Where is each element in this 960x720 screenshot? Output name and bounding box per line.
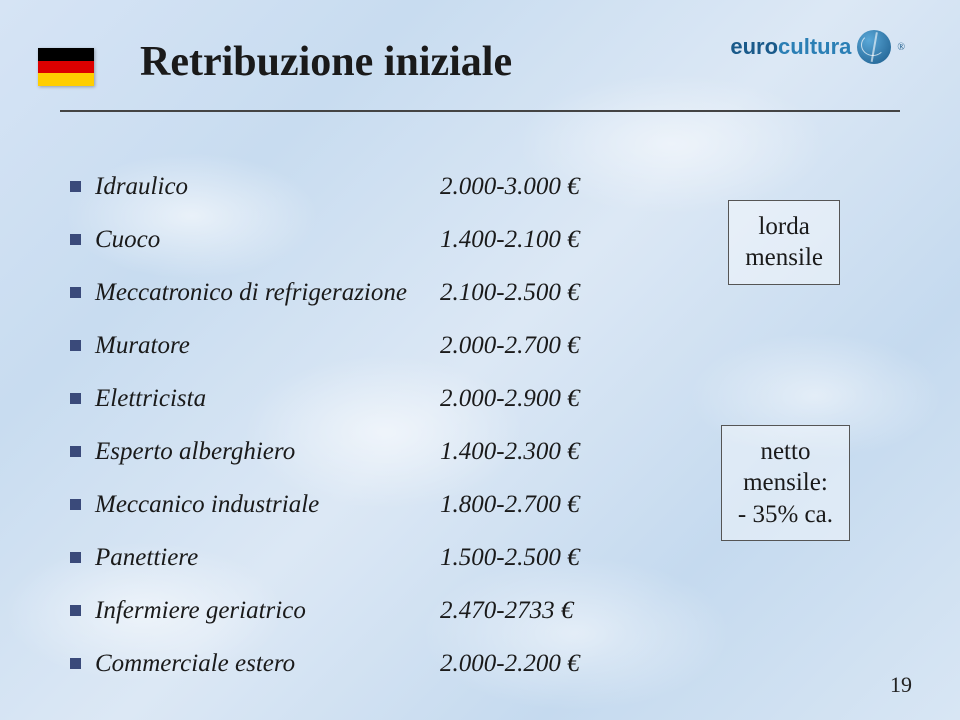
list-item: Idraulico: [70, 160, 440, 213]
job-value: 2.000-3.000 €: [440, 173, 580, 201]
gross-note-box: lorda mensile: [728, 200, 840, 285]
job-label: Cuoco: [95, 226, 160, 254]
list-item: Meccatronico di refrigerazione: [70, 266, 440, 319]
bullet-icon: [70, 181, 81, 192]
list-item: Commerciale estero: [70, 637, 440, 690]
bullet-icon: [70, 658, 81, 669]
value-item: 2.470-2733 €: [440, 584, 640, 637]
list-item: Cuoco: [70, 213, 440, 266]
globe-icon: [857, 30, 891, 64]
job-label: Muratore: [95, 332, 190, 360]
job-label: Esperto alberghiero: [95, 438, 295, 466]
logo-text: eurocultura: [730, 34, 851, 60]
bullet-icon: [70, 499, 81, 510]
eurocultura-logo: eurocultura ®: [730, 30, 905, 64]
job-value: 1.800-2.700 €: [440, 491, 580, 519]
content-area: Idraulico Cuoco Meccatronico di refriger…: [70, 160, 900, 660]
list-item: Meccanico industriale: [70, 478, 440, 531]
job-label: Meccatronico di refrigerazione: [95, 279, 407, 307]
value-item: 2.000-3.000 €: [440, 160, 640, 213]
list-item: Esperto alberghiero: [70, 425, 440, 478]
bullet-icon: [70, 605, 81, 616]
bullet-icon: [70, 287, 81, 298]
job-value: 2.000-2.900 €: [440, 385, 580, 413]
job-label: Infermiere geriatrico: [95, 597, 306, 625]
value-item: 1.500-2.500 €: [440, 531, 640, 584]
value-item: 2.000-2.700 €: [440, 319, 640, 372]
value-item: 2.000-2.900 €: [440, 372, 640, 425]
title-underline: [60, 110, 900, 112]
job-label: Meccanico industriale: [95, 491, 319, 519]
value-item: 2.100-2.500 €: [440, 266, 640, 319]
value-item: 1.800-2.700 €: [440, 478, 640, 531]
page-title: Retribuzione iniziale: [140, 38, 512, 86]
bullet-icon: [70, 393, 81, 404]
job-label: Idraulico: [95, 173, 188, 201]
value-item: 1.400-2.100 €: [440, 213, 640, 266]
registered-mark: ®: [897, 42, 905, 53]
job-value: 1.400-2.300 €: [440, 438, 580, 466]
job-label: Elettricista: [95, 385, 206, 413]
value-item: 1.400-2.300 €: [440, 425, 640, 478]
bullet-icon: [70, 234, 81, 245]
page-number: 19: [890, 672, 912, 698]
list-item: Muratore: [70, 319, 440, 372]
value-item: 2.000-2.200 €: [440, 637, 640, 690]
job-label: Commerciale estero: [95, 650, 295, 678]
job-label: Panettiere: [95, 544, 198, 572]
net-note-box: netto mensile: - 35% ca.: [721, 425, 850, 541]
german-flag-icon: [38, 48, 94, 86]
job-value: 1.500-2.500 €: [440, 544, 580, 572]
job-value: 2.000-2.200 €: [440, 650, 580, 678]
list-item: Panettiere: [70, 531, 440, 584]
job-value: 2.470-2733 €: [440, 597, 573, 625]
job-value: 1.400-2.100 €: [440, 226, 580, 254]
bullet-icon: [70, 552, 81, 563]
bullet-icon: [70, 340, 81, 351]
jobs-column: Idraulico Cuoco Meccatronico di refriger…: [70, 160, 440, 660]
list-item: Infermiere geriatrico: [70, 584, 440, 637]
notes-column: lorda mensile netto mensile: - 35% ca.: [640, 160, 900, 660]
values-column: 2.000-3.000 € 1.400-2.100 € 2.100-2.500 …: [440, 160, 640, 660]
job-value: 2.000-2.700 €: [440, 332, 580, 360]
list-item: Elettricista: [70, 372, 440, 425]
job-value: 2.100-2.500 €: [440, 279, 580, 307]
bullet-icon: [70, 446, 81, 457]
